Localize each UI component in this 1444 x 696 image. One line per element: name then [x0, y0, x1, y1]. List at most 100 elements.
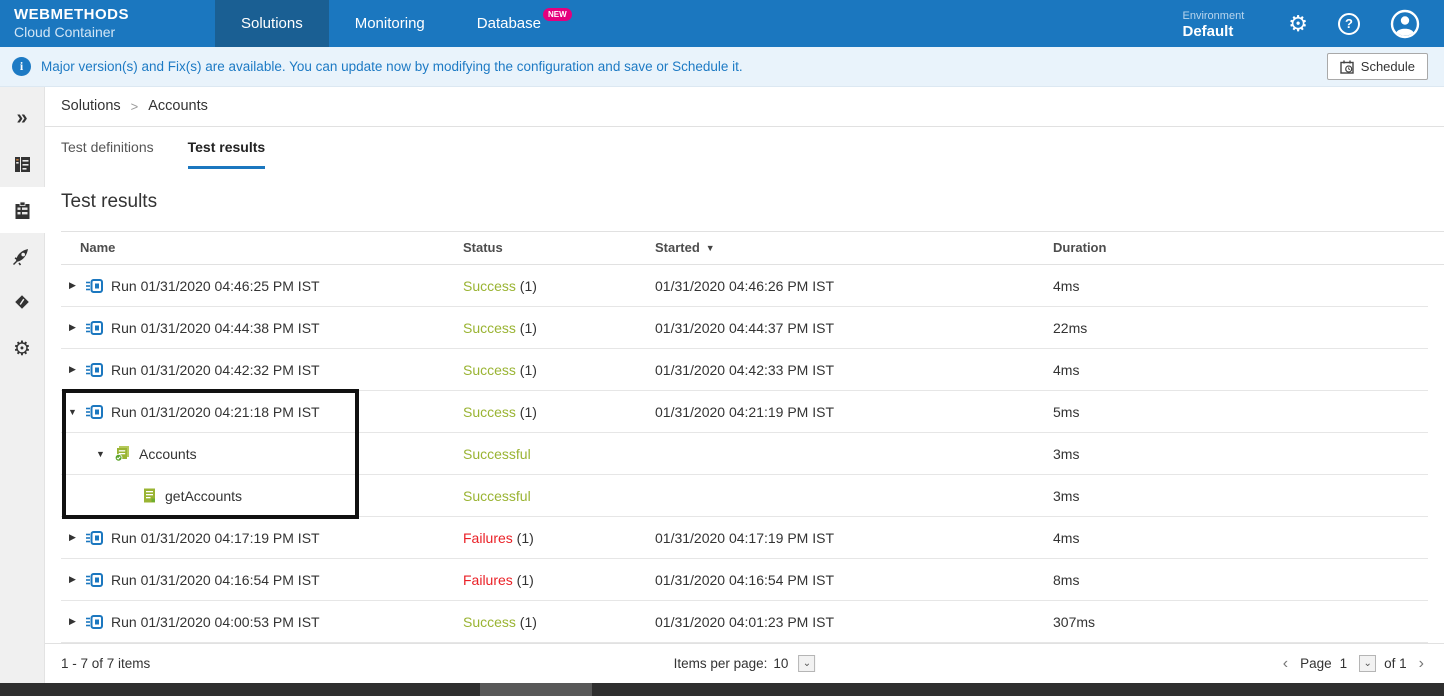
- status-badge: Success: [463, 361, 516, 378]
- started-cell: 01/31/2020 04:44:37 PM IST: [655, 319, 835, 336]
- table-row[interactable]: ▼ Accounts Successful 3ms: [61, 433, 1428, 476]
- tab-bar: Test definitions Test results: [45, 127, 1444, 169]
- sidebar-item-deploy[interactable]: [0, 233, 45, 279]
- user-profile-icon[interactable]: [1390, 9, 1420, 39]
- horizontal-scrollbar[interactable]: [0, 683, 1444, 696]
- page-number-dropdown[interactable]: ⌄: [1359, 655, 1377, 673]
- status-badge: Successful: [463, 487, 531, 504]
- status-cell: Successful: [463, 446, 655, 462]
- started-cell: 01/31/2020 04:42:33 PM IST: [655, 361, 835, 378]
- status-count: (1): [515, 319, 537, 336]
- breadcrumb-solutions[interactable]: Solutions: [61, 98, 121, 115]
- row-name-label: Run 01/31/2020 04:44:38 PM IST: [111, 319, 320, 336]
- status-count: (1): [515, 613, 537, 630]
- environment-selector[interactable]: Environment Default: [1183, 9, 1245, 39]
- expand-row-icon[interactable]: ▶: [69, 322, 76, 333]
- table-row[interactable]: getAccounts Successful 3ms: [61, 475, 1428, 518]
- solutions-icon: [14, 156, 30, 172]
- table-row[interactable]: ▶ Run 01/31/2020 04:42:32 PM IST Success (…: [61, 349, 1428, 392]
- status-cell: Success (1): [463, 278, 655, 294]
- started-cell: 01/31/2020 04:16:54 PM IST: [655, 571, 835, 588]
- status-badge: Success: [463, 319, 516, 336]
- double-chevron-right-icon: »: [16, 106, 28, 129]
- row-name-label: Run 01/31/2020 04:00:53 PM IST: [111, 613, 320, 630]
- sidebar-item-solutions[interactable]: [0, 141, 45, 187]
- collapse-row-icon[interactable]: ▼: [68, 406, 77, 417]
- run-icon: [86, 362, 103, 377]
- status-badge: Success: [463, 277, 516, 294]
- expand-row-icon[interactable]: ▶: [69, 616, 76, 627]
- table-row[interactable]: ▶ Run 01/31/2020 04:46:25 PM IST Success (…: [61, 265, 1428, 308]
- app-logo[interactable]: WEBMETHODS Cloud Container: [0, 0, 215, 47]
- duration-cell: 3ms: [1053, 487, 1080, 504]
- row-name-label: Run 01/31/2020 04:46:25 PM IST: [111, 277, 320, 294]
- calendar-clock-icon: [1340, 60, 1354, 74]
- table-header-row: Name Status Started ▼ Duration: [61, 230, 1444, 266]
- duration-cell: 4ms: [1053, 361, 1080, 378]
- duration-cell: 307ms: [1053, 613, 1096, 630]
- run-icon: [86, 278, 103, 293]
- duration-cell: 4ms: [1053, 529, 1080, 546]
- status-badge: Success: [463, 403, 516, 420]
- started-cell: 01/31/2020 04:01:23 PM IST: [655, 613, 835, 630]
- next-page-button[interactable]: ›: [1418, 654, 1424, 672]
- breadcrumb-accounts[interactable]: Accounts: [148, 98, 208, 115]
- nav-monitoring[interactable]: Monitoring: [354, 15, 425, 32]
- items-per-page-label: Items per page:: [673, 656, 768, 672]
- status-count: (1): [512, 571, 534, 588]
- column-header-started[interactable]: Started ▼: [655, 240, 715, 256]
- column-header-status[interactable]: Status: [463, 240, 503, 256]
- table-row[interactable]: ▶ Run 01/31/2020 04:17:19 PM IST Failures …: [61, 517, 1428, 560]
- row-name-label: Run 01/31/2020 04:17:19 PM IST: [111, 529, 320, 546]
- status-count: (1): [512, 529, 534, 546]
- status-badge: Failures: [463, 529, 513, 546]
- expand-row-icon[interactable]: ▶: [69, 364, 76, 375]
- page-label: Page: [1300, 656, 1332, 672]
- row-name-label: Run 01/31/2020 04:21:18 PM IST: [111, 403, 320, 420]
- row-name-label: Run 01/31/2020 04:42:32 PM IST: [111, 361, 320, 378]
- run-icon: [86, 320, 103, 335]
- rocket-icon: [13, 249, 28, 266]
- left-icon-sidebar: »: [0, 87, 45, 683]
- status-cell: Success (1): [463, 404, 655, 420]
- status-count: (1): [515, 277, 537, 294]
- started-cell: 01/31/2020 04:17:19 PM IST: [655, 529, 835, 546]
- expand-row-icon[interactable]: ▶: [69, 280, 76, 291]
- sidebar-item-settings[interactable]: ⚙: [0, 325, 45, 371]
- column-header-duration[interactable]: Duration: [1053, 240, 1107, 256]
- run-icon: [86, 572, 103, 587]
- sidebar-item-test-definitions[interactable]: [0, 187, 45, 233]
- horizontal-scrollbar-thumb[interactable]: [480, 683, 592, 696]
- page-title: Test results: [61, 190, 158, 212]
- row-name-label: Accounts: [139, 445, 197, 462]
- info-icon: i: [12, 57, 31, 76]
- row-name-label: Run 01/31/2020 04:16:54 PM IST: [111, 571, 320, 588]
- table-row[interactable]: ▶ Run 01/31/2020 04:44:38 PM IST Success (…: [61, 307, 1428, 350]
- settings-gear-icon[interactable]: ⚙: [1288, 10, 1308, 36]
- expand-row-icon[interactable]: ▶: [69, 574, 76, 585]
- table-row[interactable]: ▶ Run 01/31/2020 04:00:53 PM IST Success (…: [61, 601, 1428, 644]
- sidebar-item-labels[interactable]: [0, 279, 45, 325]
- nav-database[interactable]: Database NEW: [451, 0, 596, 47]
- brand-subtitle: Cloud Container: [14, 24, 116, 40]
- nav-solutions[interactable]: Solutions: [215, 0, 329, 47]
- run-icon: [86, 404, 103, 419]
- test-clipboard-icon: [15, 201, 29, 219]
- sidebar-expand-button[interactable]: »: [0, 95, 45, 141]
- table-row[interactable]: ▼ Run 01/31/2020 04:21:18 PM IST Success (…: [61, 391, 1428, 434]
- column-header-name[interactable]: Name: [80, 240, 116, 256]
- tab-test-results[interactable]: Test results: [187, 139, 266, 169]
- sort-descending-icon: ▼: [705, 242, 715, 253]
- expand-row-icon[interactable]: ▶: [69, 532, 76, 543]
- collapse-row-icon[interactable]: ▼: [96, 448, 105, 459]
- previous-page-button[interactable]: ‹: [1282, 654, 1289, 672]
- tab-test-definitions[interactable]: Test definitions: [61, 138, 154, 155]
- table-row[interactable]: ▶ Run 01/31/2020 04:16:54 PM IST Failures …: [61, 559, 1428, 602]
- breadcrumb-separator: >: [130, 98, 139, 114]
- schedule-button[interactable]: Schedule: [1326, 53, 1428, 80]
- help-icon[interactable]: ?: [1338, 12, 1360, 35]
- items-per-page-dropdown[interactable]: ⌄: [798, 655, 816, 673]
- status-cell: Success (1): [463, 362, 655, 378]
- started-cell: 01/31/2020 04:46:26 PM IST: [655, 277, 835, 294]
- status-badge: Failures: [463, 571, 513, 588]
